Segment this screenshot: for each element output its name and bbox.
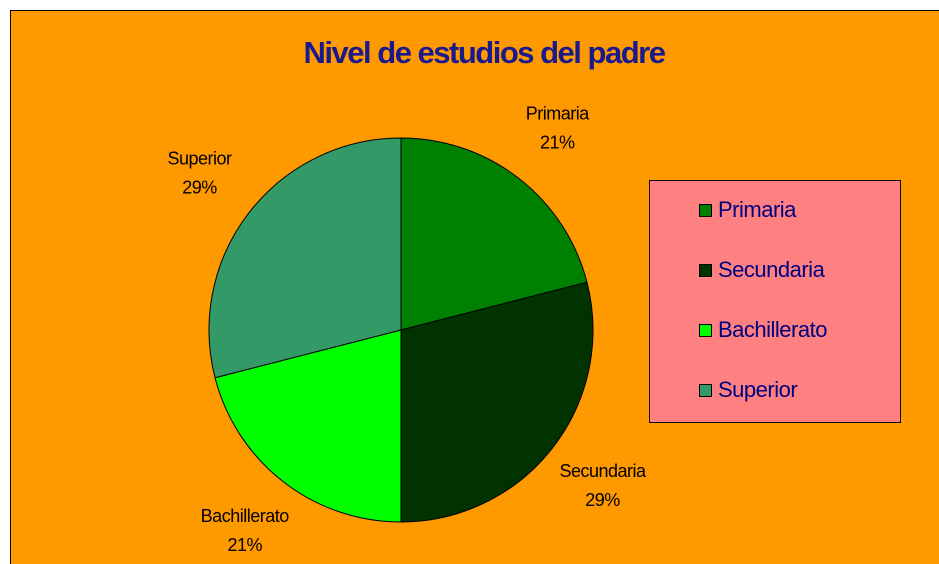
value-label: 29% — [182, 177, 217, 197]
value-label: 29% — [585, 490, 620, 510]
value-label: 21% — [227, 535, 262, 555]
legend-swatch — [699, 264, 712, 277]
pie-slice — [400, 137, 588, 331]
legend-swatch — [699, 324, 712, 337]
slice-label: Bachillerato — [201, 506, 290, 526]
pie-slice — [208, 137, 402, 379]
legend-label: Secundaria — [718, 257, 826, 282]
slice-label: Secundaria — [559, 461, 647, 481]
legend — [649, 180, 901, 423]
legend-swatch — [699, 384, 712, 397]
legend-label: Superior — [718, 377, 797, 402]
slice-label: Superior — [167, 148, 232, 168]
slice-label: Primaria — [526, 103, 590, 123]
legend-swatch — [699, 204, 712, 217]
pie-slice — [214, 329, 402, 523]
value-label: 21% — [540, 132, 575, 152]
pie-slice — [400, 281, 594, 523]
legend-label: Primaria — [718, 197, 797, 222]
legend-label: Bachillerato — [718, 317, 827, 342]
chart-title: Nivel de estudios del padre — [304, 35, 666, 70]
